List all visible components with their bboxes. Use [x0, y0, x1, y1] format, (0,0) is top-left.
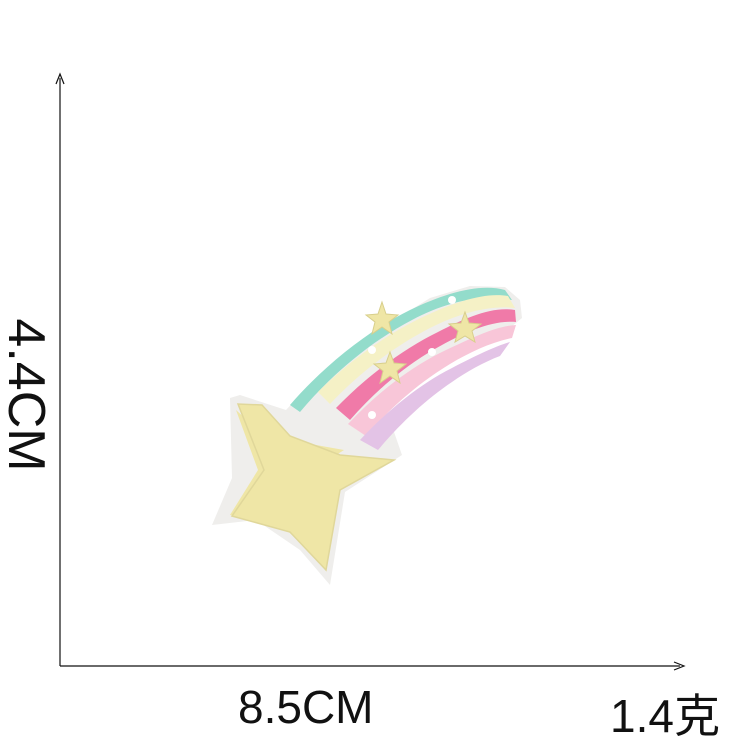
- dot-icon: [368, 346, 376, 354]
- small-star-icon: [364, 300, 400, 336]
- light-pink-stripe: [348, 325, 516, 436]
- height-label: 4.4CM: [0, 318, 55, 472]
- vertical-arrow-icon: [55, 72, 65, 85]
- shooting-star-patch: [212, 286, 522, 585]
- horizontal-arrow-icon: [673, 661, 686, 671]
- small-star-icon: [372, 350, 408, 385]
- weight-label: 1.4克: [610, 690, 720, 742]
- lavender-stripe: [360, 342, 510, 450]
- dot-icon: [368, 411, 376, 419]
- width-label: 8.5CM: [238, 681, 374, 733]
- pink-stripe: [336, 309, 516, 420]
- dot-icon: [448, 296, 456, 304]
- dimension-axes: [55, 72, 686, 671]
- cream-stripe: [318, 295, 515, 404]
- small-star-icon: [447, 310, 483, 344]
- big-star-body: [230, 403, 397, 572]
- dot-icon: [428, 348, 436, 356]
